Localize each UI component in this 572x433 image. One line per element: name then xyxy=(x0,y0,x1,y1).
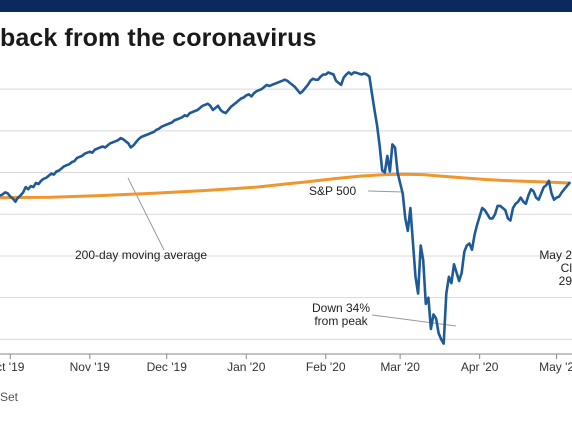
x-tick-label: Mar '20 xyxy=(380,360,420,374)
annotation-line: Cl xyxy=(561,261,572,275)
annotation-down: Down 34% from peak xyxy=(312,301,370,328)
annotation-leader-line xyxy=(367,190,404,193)
x-tick-label: ct '19 xyxy=(0,360,25,374)
top-banner-bar xyxy=(0,0,572,12)
x-tick-label: Dec '19 xyxy=(147,360,188,374)
x-tick-label: Nov '19 xyxy=(70,360,111,374)
chart-title: back from the coronavirus xyxy=(0,24,317,52)
annotation-leader-line xyxy=(127,177,165,251)
x-tick-label: Jan '20 xyxy=(227,360,266,374)
annotation-leader-line xyxy=(371,314,457,327)
annotation-line: 29 xyxy=(559,274,572,288)
annotation-may: May 2 Cl 29 xyxy=(539,248,572,288)
x-tick-label: Apr '20 xyxy=(461,360,499,374)
annotation-line: 200-day moving average xyxy=(75,248,207,262)
annotation-ma200: 200-day moving average xyxy=(75,248,207,262)
annotation-line: Down 34% xyxy=(312,301,370,315)
sp500-line xyxy=(0,71,571,345)
moving-average-line xyxy=(0,172,571,200)
annotation-line: from peak xyxy=(314,314,368,328)
annotation-sp500: S&P 500 xyxy=(309,184,356,198)
x-tick-label: Feb '20 xyxy=(306,360,346,374)
x-tick-label: May '2 xyxy=(539,360,572,374)
annotation-line: May 2 xyxy=(539,248,572,262)
annotation-line: S&P 500 xyxy=(309,184,356,198)
chart-source-label: Set xyxy=(0,390,19,404)
